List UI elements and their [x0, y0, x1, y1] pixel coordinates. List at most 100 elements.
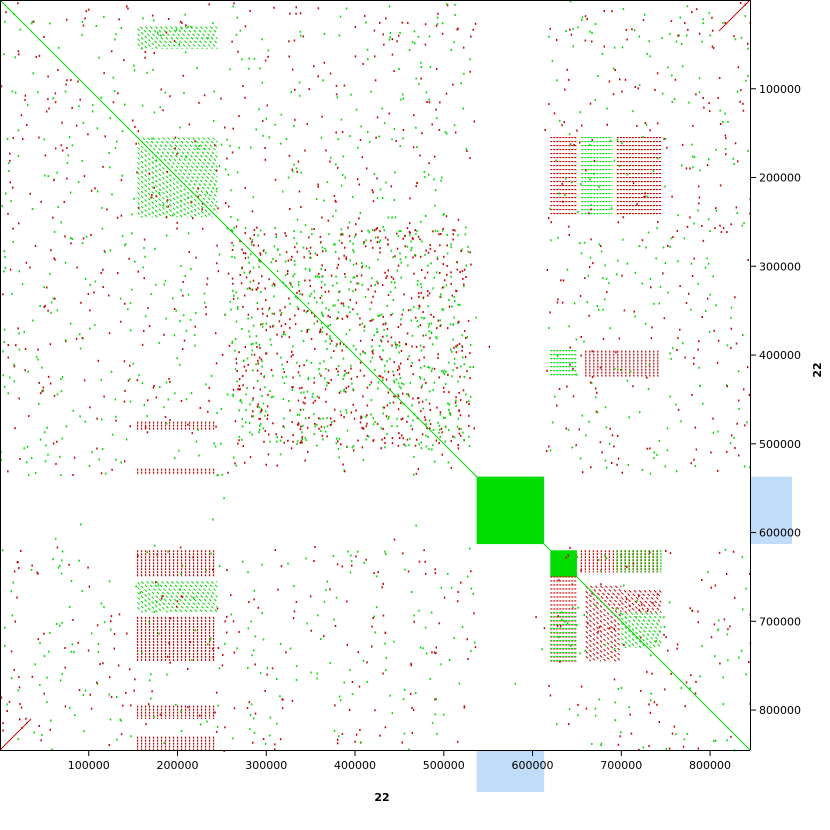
- background-dot: [730, 223, 732, 226]
- background-dot: [741, 608, 744, 611]
- scatter-dot: [243, 271, 246, 274]
- background-dot: [196, 147, 199, 150]
- scatter-dot: [416, 320, 419, 323]
- background-dot: [249, 728, 251, 731]
- scatter-dot: [386, 275, 388, 278]
- background-dot: [575, 338, 578, 341]
- background-dot: [676, 348, 678, 351]
- background-dot: [444, 440, 447, 443]
- scatter-dot: [291, 386, 293, 389]
- scatter-dot: [294, 314, 296, 317]
- scatter-dot: [333, 349, 335, 352]
- background-dot: [597, 74, 599, 77]
- background-dot: [569, 28, 571, 31]
- background-dot: [337, 447, 340, 450]
- scatter-dot: [430, 332, 433, 335]
- scatter-dot: [291, 285, 294, 288]
- scatter-dot: [272, 258, 274, 261]
- diagonal-segment: [620, 602, 632, 613]
- region-5: [136, 705, 215, 719]
- background-dot: [104, 251, 106, 254]
- background-dot: [591, 40, 593, 43]
- background-dot: [555, 39, 558, 42]
- background-dot: [176, 153, 178, 156]
- scatter-dot: [361, 266, 363, 269]
- background-dot: [120, 461, 122, 464]
- background-dot: [610, 207, 613, 210]
- background-dot: [713, 329, 715, 332]
- background-dot: [469, 58, 471, 61]
- background-dot: [120, 719, 122, 722]
- background-dot: [123, 400, 126, 403]
- background-dot: [650, 337, 653, 340]
- background-dot: [683, 738, 686, 741]
- background-dot: [448, 305, 451, 308]
- background-dot: [55, 622, 58, 625]
- scatter-dot: [438, 428, 441, 431]
- background-dot: [338, 695, 341, 698]
- scatter-dot: [420, 316, 423, 319]
- background-dot: [436, 117, 438, 120]
- background-dot: [389, 401, 391, 404]
- scatter-dot: [235, 362, 238, 365]
- scatter-dot: [282, 425, 285, 428]
- background-dot: [146, 431, 149, 434]
- scatter-dot: [314, 422, 316, 425]
- background-dot: [434, 572, 437, 575]
- background-dot: [280, 142, 282, 145]
- background-dot: [746, 421, 748, 424]
- scatter-dot: [293, 273, 296, 276]
- scatter-dot: [423, 416, 426, 419]
- background-dot: [466, 638, 468, 641]
- background-dot: [134, 260, 136, 263]
- background-dot: [66, 177, 68, 180]
- background-dot: [264, 146, 266, 149]
- background-dot: [128, 668, 131, 671]
- background-dot: [188, 251, 191, 254]
- background-dot: [605, 466, 608, 469]
- diagonal-segment: [137, 33, 153, 50]
- scatter-dot: [341, 349, 343, 352]
- plot-frame: [0, 0, 751, 751]
- background-dot: [619, 612, 622, 615]
- background-dot: [65, 425, 68, 428]
- background-dot: [0, 696, 3, 699]
- background-dot: [261, 563, 263, 566]
- background-dot: [396, 40, 398, 43]
- background-dot: [662, 272, 664, 275]
- background-dot: [575, 444, 577, 447]
- background-dot: [391, 712, 394, 715]
- background-dot: [293, 263, 296, 266]
- background-dot: [70, 579, 73, 582]
- scatter-dot: [408, 395, 410, 398]
- scatter-dot: [284, 323, 287, 326]
- background-dot: [45, 444, 47, 447]
- background-dot: [707, 218, 710, 221]
- background-dot: [226, 157, 228, 160]
- background-dot: [6, 703, 8, 706]
- background-dot: [314, 275, 317, 278]
- scatter-dot: [272, 374, 274, 377]
- scatter-dot: [284, 333, 286, 336]
- background-dot: [70, 650, 73, 653]
- scatter-dot: [448, 408, 450, 411]
- scatter-dot: [321, 264, 323, 267]
- background-dot: [411, 246, 413, 249]
- background-dot: [102, 165, 104, 168]
- background-dot: [61, 673, 64, 676]
- background-dot: [335, 367, 338, 370]
- background-dot: [297, 371, 300, 374]
- background-dot: [9, 159, 11, 162]
- background-dot: [292, 275, 294, 278]
- background-dot: [677, 337, 679, 340]
- scatter-dot: [340, 233, 342, 236]
- diagonal-segment: [610, 585, 622, 598]
- diagonal-2: [718, 0, 751, 32]
- scatter-dot: [318, 396, 320, 399]
- background-dot: [133, 64, 135, 67]
- background-dot: [135, 585, 137, 588]
- background-dot: [299, 34, 302, 37]
- background-dot: [398, 344, 401, 347]
- scatter-dot: [454, 229, 456, 232]
- background-dot: [18, 348, 21, 351]
